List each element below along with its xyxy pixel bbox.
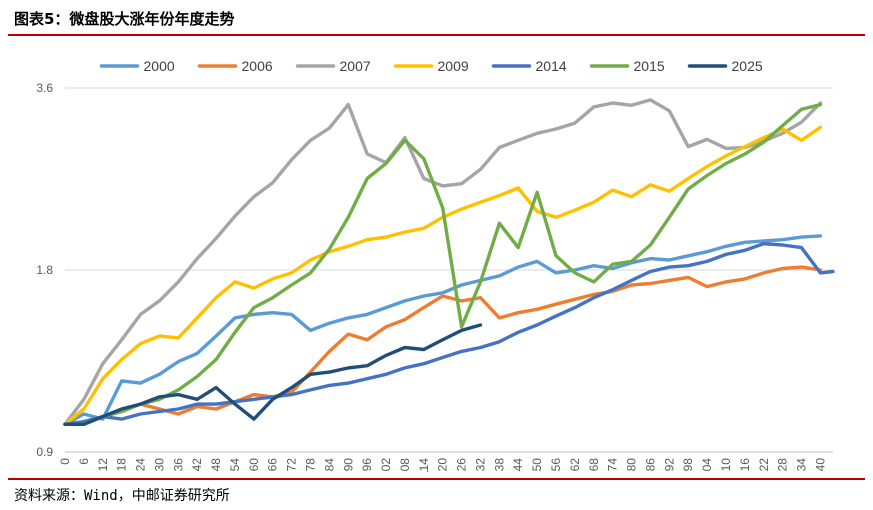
footer-divider <box>8 478 865 480</box>
x-tick-label: 234 <box>795 458 809 472</box>
legend-label: 2000 <box>144 58 175 74</box>
legend-label: 2025 <box>732 58 763 74</box>
x-tick-label: 60 <box>247 458 261 472</box>
x-tick-label: 102 <box>379 458 393 472</box>
source-note: 资料来源：Wind，中邮证券研究所 <box>14 488 230 504</box>
x-tick-label: 204 <box>700 458 714 472</box>
x-tick-label: 66 <box>266 458 280 472</box>
x-tick-label: 198 <box>681 458 695 472</box>
x-tick-label: 84 <box>322 458 336 472</box>
series-line-2009 <box>63 125 823 426</box>
x-tick-label: 180 <box>625 458 639 472</box>
legend-item-2000: 2000 <box>99 58 175 74</box>
chart-legend: 2000 2006 2007 2009 2014 2015 2025 <box>99 58 763 74</box>
series-line-2000 <box>63 234 823 426</box>
x-tick-label: 30 <box>152 458 166 472</box>
legend-item-2006: 2006 <box>197 58 273 74</box>
y-axis: 0.9 1.8 3.6 <box>36 81 53 459</box>
page-title: 图表5：微盘股大涨年份年度走势 <box>14 10 235 28</box>
legend-item-2015: 2015 <box>589 58 665 74</box>
title-divider <box>8 34 865 36</box>
series-line-2007 <box>63 98 823 426</box>
series-line-2025 <box>63 323 483 426</box>
x-tick-label: 240 <box>813 458 827 472</box>
x-tick-label: 228 <box>776 458 790 472</box>
x-tick-label: 78 <box>304 458 318 472</box>
chart-series <box>63 98 835 426</box>
x-tick-label: 144 <box>511 458 525 472</box>
legend-item-2009: 2009 <box>393 58 469 74</box>
x-tick-label: 48 <box>209 458 223 472</box>
legend-label: 2009 <box>438 58 469 74</box>
x-tick-label: 222 <box>757 458 771 472</box>
y-tick-label: 1.8 <box>36 263 53 277</box>
x-tick-label: 18 <box>115 458 129 472</box>
x-tick-label: 72 <box>285 458 299 472</box>
x-tick-label: 42 <box>190 458 204 472</box>
x-tick-label: 108 <box>398 458 412 472</box>
series-line-2006 <box>63 265 823 426</box>
x-tick-label: 168 <box>587 458 601 472</box>
y-tick-label: 0.9 <box>36 445 53 459</box>
x-axis: 0 6 12 18 24 30 36 42 48 54 60 66 72 78 84 90 96 102 108 11… <box>58 458 827 472</box>
legend-label: 2007 <box>340 58 371 74</box>
legend-label: 2006 <box>242 58 273 74</box>
x-tick-label: 192 <box>662 458 676 472</box>
x-tick-label: 138 <box>492 458 506 472</box>
x-tick-label: 12 <box>96 458 110 472</box>
legend-item-2007: 2007 <box>295 58 371 74</box>
x-tick-label: 156 <box>549 458 563 472</box>
legend-item-2025: 2025 <box>687 58 763 74</box>
x-tick-label: 36 <box>171 458 185 472</box>
x-tick-label: 120 <box>436 458 450 472</box>
x-tick-label: 162 <box>568 458 582 472</box>
x-tick-label: 90 <box>341 458 355 472</box>
x-tick-label: 54 <box>228 458 242 472</box>
legend-label: 2014 <box>536 58 567 74</box>
line-chart: 2000 2006 2007 2009 2014 2015 2025 0.9 1.8 3.6 0… <box>36 58 835 472</box>
legend-item-2014: 2014 <box>491 58 567 74</box>
x-tick-label: 6 <box>77 458 91 465</box>
x-tick-label: 96 <box>360 458 374 472</box>
x-tick-label: 186 <box>643 458 657 472</box>
x-tick-label: 126 <box>455 458 469 472</box>
legend-label: 2015 <box>634 58 665 74</box>
x-tick-label: 0 <box>58 458 72 465</box>
series-line-2014 <box>63 242 835 426</box>
y-tick-label: 3.6 <box>36 81 53 95</box>
x-tick-label: 150 <box>530 458 544 472</box>
chart-gridlines <box>65 87 833 453</box>
series-line-2015 <box>63 102 823 426</box>
x-tick-label: 24 <box>134 458 148 472</box>
x-tick-label: 210 <box>719 458 733 472</box>
x-tick-label: 132 <box>473 458 487 472</box>
x-tick-label: 216 <box>738 458 752 472</box>
x-tick-label: 114 <box>417 458 431 472</box>
x-tick-label: 174 <box>606 458 620 472</box>
